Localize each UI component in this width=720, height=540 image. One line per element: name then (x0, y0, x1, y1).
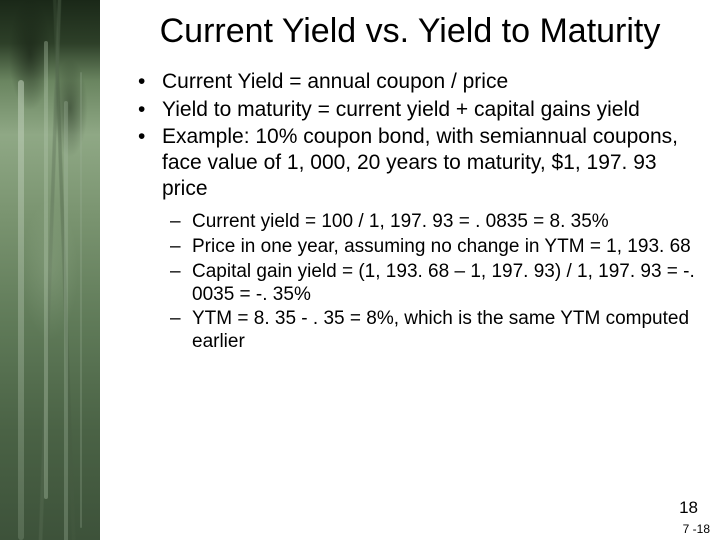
bullet-item: Current Yield = annual coupon / price (162, 69, 700, 95)
page-number: 18 (679, 498, 698, 518)
slide-title: Current Yield vs. Yield to Maturity (120, 12, 700, 51)
sub-bullet-item: Price in one year, assuming no change in… (192, 236, 700, 259)
main-bullet-list: Current Yield = annual coupon / price Yi… (120, 69, 700, 201)
sub-bullet-item: YTM = 8. 35 - . 35 = 8%, which is the sa… (192, 308, 700, 354)
page-number-small: 7 -18 (683, 522, 710, 536)
slide-content: Current Yield vs. Yield to Maturity Curr… (100, 0, 720, 540)
sub-bullet-item: Current yield = 100 / 1, 197. 93 = . 083… (192, 211, 700, 234)
bullet-item: Example: 10% coupon bond, with semiannua… (162, 124, 700, 201)
bullet-item: Yield to maturity = current yield + capi… (162, 97, 700, 123)
sub-bullet-list: Current yield = 100 / 1, 197. 93 = . 083… (120, 211, 700, 354)
decorative-sidebar-image (0, 0, 100, 540)
sub-bullet-item: Capital gain yield = (1, 193. 68 – 1, 19… (192, 261, 700, 307)
